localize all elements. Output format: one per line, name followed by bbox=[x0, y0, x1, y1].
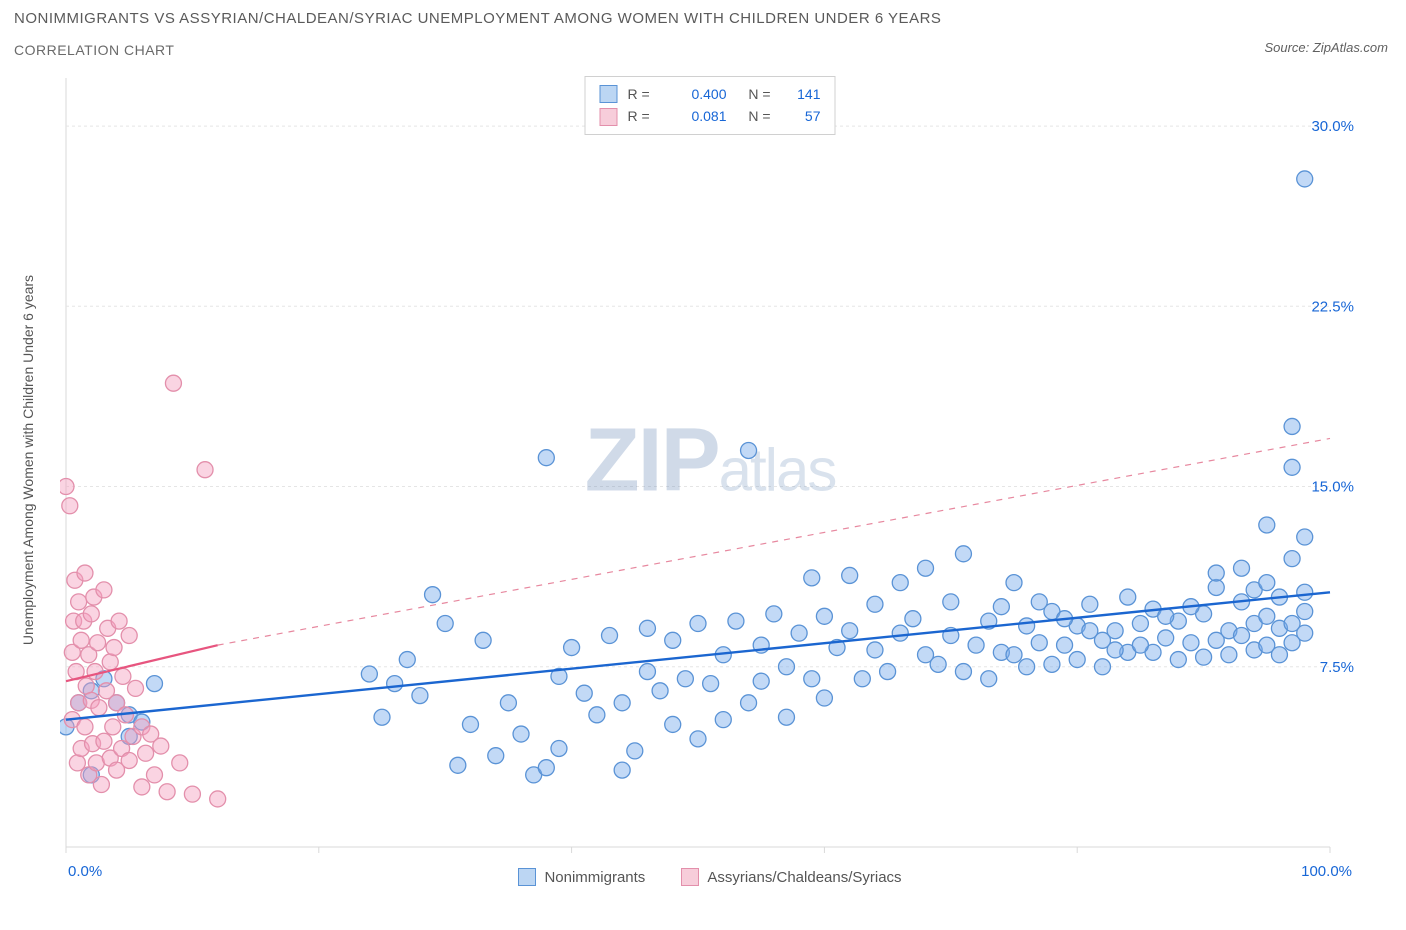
legend-item: Nonimmigrants bbox=[518, 868, 645, 886]
legend-swatch bbox=[600, 108, 618, 126]
svg-text:15.0%: 15.0% bbox=[1311, 479, 1354, 496]
legend-bottom: Nonimmigrants Assyrians/Chaldeans/Syriacs bbox=[60, 868, 1360, 886]
x-axis-min-label: 0.0% bbox=[68, 863, 102, 880]
legend-swatch bbox=[600, 85, 618, 103]
svg-text:7.5%: 7.5% bbox=[1320, 659, 1354, 676]
legend-item: Assyrians/Chaldeans/Syriacs bbox=[681, 868, 901, 886]
svg-text:22.5%: 22.5% bbox=[1311, 298, 1354, 315]
plot-area: 7.5%15.0%22.5%30.0% ZIPatlas R =0.400N =… bbox=[60, 72, 1360, 882]
svg-text:30.0%: 30.0% bbox=[1311, 118, 1354, 135]
legend-r-label: R = bbox=[628, 105, 662, 127]
source-link[interactable]: ZipAtlas.com bbox=[1313, 40, 1388, 55]
legend-series-label: Nonimmigrants bbox=[544, 869, 645, 886]
y-axis-label: Unemployment Among Women with Children U… bbox=[20, 275, 36, 645]
legend-swatch bbox=[681, 868, 699, 886]
legend-series-label: Assyrians/Chaldeans/Syriacs bbox=[707, 869, 901, 886]
legend-n-value: 141 bbox=[781, 83, 821, 105]
source-prefix: Source: bbox=[1264, 40, 1312, 55]
x-axis-max-label: 100.0% bbox=[1301, 863, 1352, 880]
legend-n-label: N = bbox=[737, 105, 771, 127]
source-label: Source: ZipAtlas.com bbox=[1264, 40, 1388, 55]
legend-stats-row: R = 0.081 N = 57 bbox=[600, 105, 821, 127]
legend-r-value: 0.400 bbox=[672, 83, 727, 105]
legend-n-label: N = bbox=[737, 83, 771, 105]
chart-title: NONIMMIGRANTS VS ASSYRIAN/CHALDEAN/SYRIA… bbox=[14, 10, 941, 27]
chart-container: NONIMMIGRANTS VS ASSYRIAN/CHALDEAN/SYRIA… bbox=[0, 0, 1406, 930]
chart-subtitle: CORRELATION CHART bbox=[14, 42, 174, 58]
legend-r-value: 0.081 bbox=[672, 105, 727, 127]
legend-n-value: 57 bbox=[781, 105, 821, 127]
legend-swatch bbox=[518, 868, 536, 886]
legend-stats-box: R = 0.400 N = 141 R = 0.081 N = 57 bbox=[585, 76, 836, 135]
scatter-svg: 7.5% 15.0% 22.5% 30.0% bbox=[60, 72, 1360, 882]
legend-stats-row: R = 0.400 N = 141 bbox=[600, 83, 821, 105]
legend-r-label: R = bbox=[628, 83, 662, 105]
